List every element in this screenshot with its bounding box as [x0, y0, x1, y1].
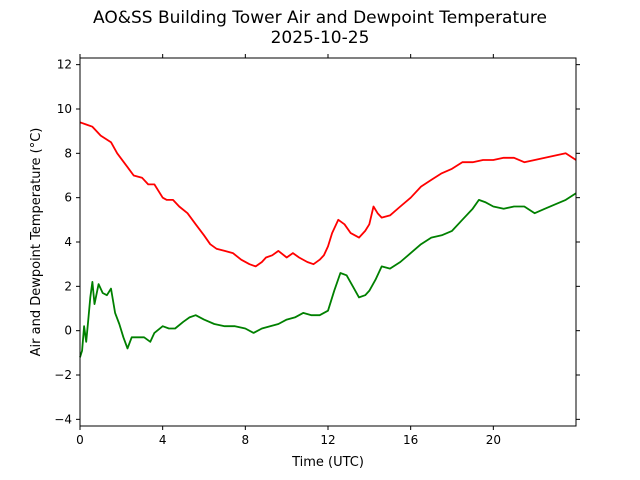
y-tick-label: 2	[64, 279, 72, 293]
y-tick-label: 6	[64, 191, 72, 205]
series-line-2	[79, 192, 577, 358]
y-axis-label: Air and Dewpoint Temperature (°C)	[29, 128, 44, 357]
chart-title: AO&SS Building Tower Air and Dewpoint Te…	[92, 8, 547, 28]
y-tick-label: −4	[54, 412, 72, 426]
y-tick-label: 8	[64, 146, 72, 160]
y-tick-label: 4	[64, 235, 72, 249]
x-tick-label: 0	[76, 433, 84, 447]
series-line-1	[79, 121, 577, 268]
x-tick-label: 8	[242, 433, 250, 447]
x-axis-label: Time (UTC)	[291, 455, 364, 470]
y-axis: −4 −2 0 2 4 6 8 10 12	[54, 58, 580, 426]
y-tick-label: −2	[54, 368, 72, 382]
x-tick-label: 16	[403, 433, 418, 447]
plot-frame	[79, 57, 577, 427]
y-tick-label: 10	[57, 102, 72, 116]
x-tick-label: 4	[159, 433, 167, 447]
series-layer	[79, 121, 577, 358]
chart-subtitle: 2025-10-25	[270, 28, 370, 48]
x-tick-label: 12	[320, 433, 335, 447]
x-axis: 0 4 8 12 16 20	[76, 54, 501, 447]
y-tick-label: 12	[57, 58, 72, 72]
x-tick-label: 20	[486, 433, 501, 447]
y-tick-label: 0	[64, 324, 72, 338]
